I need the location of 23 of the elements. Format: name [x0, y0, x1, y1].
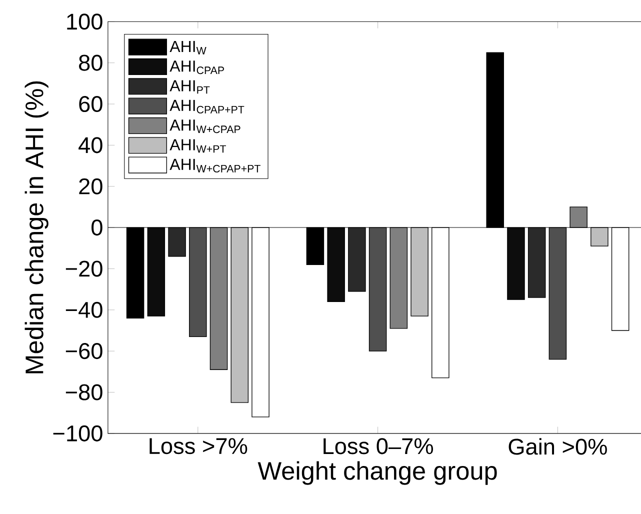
y-tick-label: −40: [66, 302, 102, 318]
x-tick-label: Loss >7%: [150, 438, 248, 454]
y-tick-label: 0: [92, 219, 102, 236]
y-tick-label: 60: [79, 96, 102, 112]
legend-label: AHI$_{W+CPAP}$: [170, 119, 240, 133]
legend-label: AHI$_{W}$: [170, 40, 206, 54]
legend-label: AHI$_{W+CPAP+PT}$: [170, 158, 260, 172]
y-tick-label: 100: [67, 13, 102, 30]
y-tick-label: −80: [66, 384, 102, 400]
legend-label: AHI$_{PT}$: [170, 80, 210, 94]
legend-label: AHI$_{W+PT}$: [170, 139, 226, 152]
x-tick-label: Loss 0–7%: [324, 438, 433, 454]
y-tick-label: 40: [78, 136, 102, 154]
x-axis-title: Weight change group: [258, 461, 497, 485]
y-tick-label: 80: [79, 54, 102, 71]
legend-label: AHI$_{CPAP}$: [170, 60, 224, 74]
y-tick-label: −20: [66, 260, 102, 277]
y-tick-label: −60: [66, 342, 102, 359]
y-axis-title: Median change in AHI (%): [24, 81, 48, 374]
y-tick-label: −100: [53, 425, 102, 442]
legend-label: AHI$_{CPAP+PT}$: [170, 100, 244, 114]
x-tick-label: Gain >0%: [508, 438, 607, 455]
y-tick-label: 20: [79, 178, 102, 194]
